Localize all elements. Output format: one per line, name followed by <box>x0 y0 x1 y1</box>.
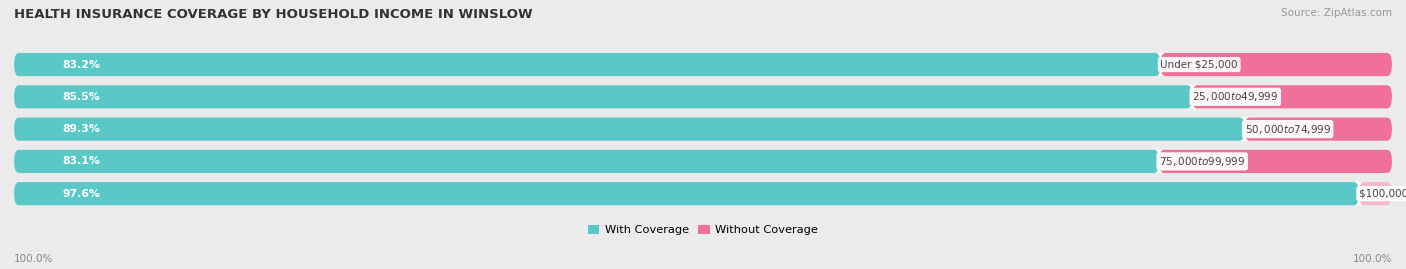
FancyBboxPatch shape <box>14 53 1160 76</box>
FancyBboxPatch shape <box>14 53 1392 76</box>
FancyBboxPatch shape <box>14 150 1392 173</box>
Text: $75,000 to $99,999: $75,000 to $99,999 <box>1159 155 1246 168</box>
Text: 85.5%: 85.5% <box>62 92 100 102</box>
Text: 89.3%: 89.3% <box>62 124 100 134</box>
FancyBboxPatch shape <box>1192 85 1392 108</box>
Text: 83.2%: 83.2% <box>62 59 100 70</box>
Legend: With Coverage, Without Coverage: With Coverage, Without Coverage <box>583 220 823 240</box>
FancyBboxPatch shape <box>1160 53 1392 76</box>
FancyBboxPatch shape <box>14 118 1244 141</box>
FancyBboxPatch shape <box>14 182 1358 205</box>
Text: 97.6%: 97.6% <box>62 189 100 199</box>
Text: Source: ZipAtlas.com: Source: ZipAtlas.com <box>1281 8 1392 18</box>
Text: 100.0%: 100.0% <box>1353 254 1392 264</box>
FancyBboxPatch shape <box>14 85 1192 108</box>
Text: Under $25,000: Under $25,000 <box>1160 59 1237 70</box>
Text: $25,000 to $49,999: $25,000 to $49,999 <box>1192 90 1278 103</box>
Text: $100,000 and over: $100,000 and over <box>1358 189 1406 199</box>
Text: 100.0%: 100.0% <box>14 254 53 264</box>
FancyBboxPatch shape <box>1244 118 1392 141</box>
FancyBboxPatch shape <box>14 150 1159 173</box>
FancyBboxPatch shape <box>1358 182 1392 205</box>
FancyBboxPatch shape <box>1159 150 1392 173</box>
FancyBboxPatch shape <box>14 182 1392 205</box>
FancyBboxPatch shape <box>14 118 1392 141</box>
Text: 83.1%: 83.1% <box>62 156 100 167</box>
FancyBboxPatch shape <box>14 85 1392 108</box>
Text: HEALTH INSURANCE COVERAGE BY HOUSEHOLD INCOME IN WINSLOW: HEALTH INSURANCE COVERAGE BY HOUSEHOLD I… <box>14 8 533 21</box>
Text: $50,000 to $74,999: $50,000 to $74,999 <box>1244 123 1331 136</box>
